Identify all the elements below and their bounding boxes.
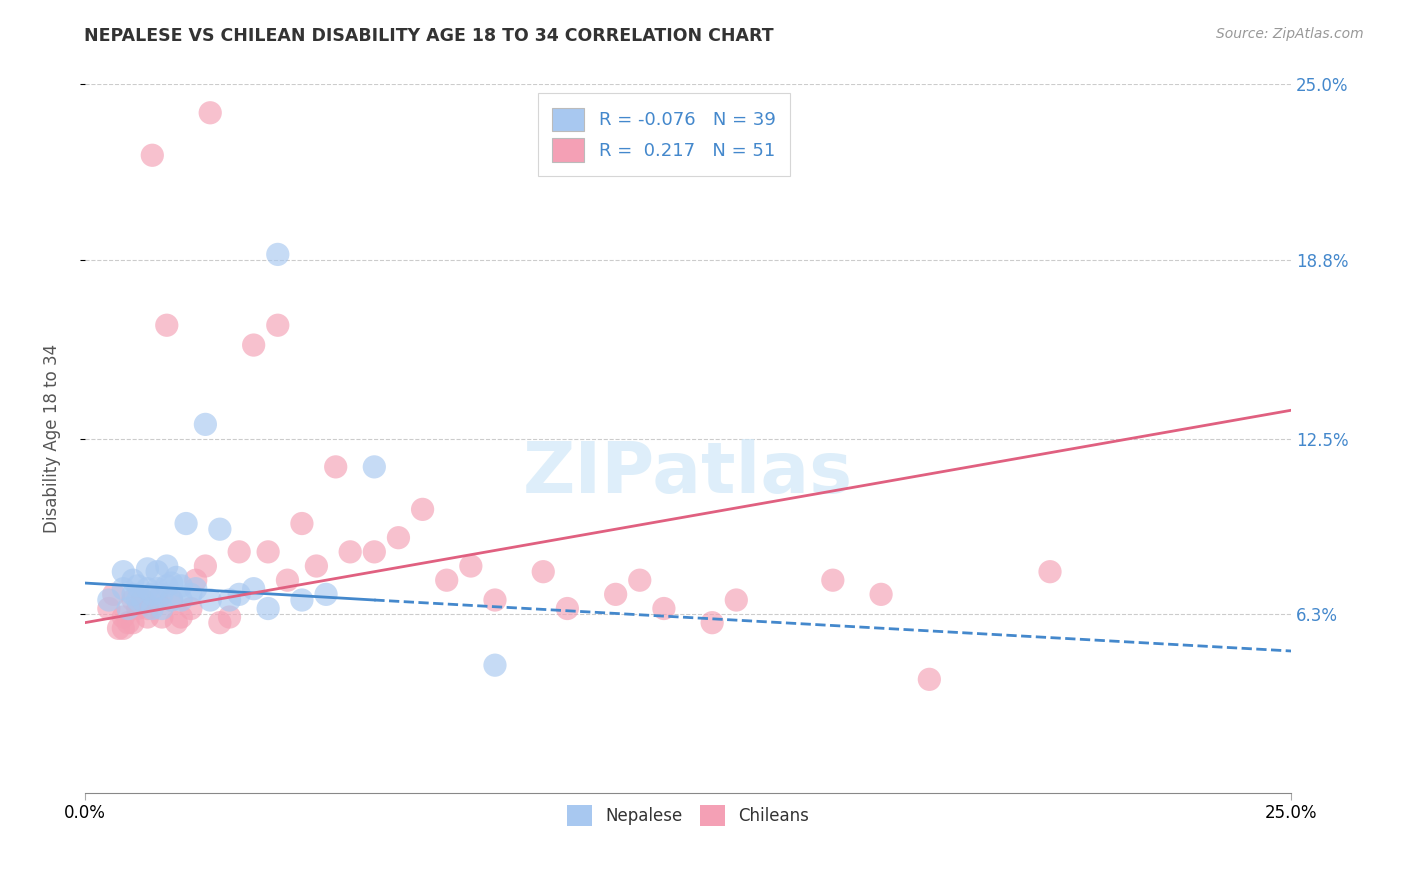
- Point: [460, 559, 482, 574]
- Point: [156, 579, 179, 593]
- Point: [103, 587, 125, 601]
- Point: [194, 559, 217, 574]
- Point: [557, 601, 579, 615]
- Point: [363, 545, 385, 559]
- Point: [117, 615, 139, 630]
- Point: [136, 601, 159, 615]
- Y-axis label: Disability Age 18 to 34: Disability Age 18 to 34: [44, 344, 60, 533]
- Point: [652, 601, 675, 615]
- Point: [122, 587, 145, 601]
- Point: [267, 318, 290, 333]
- Point: [131, 593, 153, 607]
- Point: [141, 587, 163, 601]
- Point: [291, 593, 314, 607]
- Point: [200, 105, 222, 120]
- Point: [174, 516, 197, 531]
- Point: [107, 621, 129, 635]
- Point: [150, 610, 173, 624]
- Point: [112, 621, 135, 635]
- Point: [184, 582, 207, 596]
- Point: [228, 545, 250, 559]
- Point: [117, 601, 139, 615]
- Point: [170, 579, 193, 593]
- Point: [156, 559, 179, 574]
- Point: [112, 582, 135, 596]
- Point: [218, 593, 240, 607]
- Point: [436, 573, 458, 587]
- Point: [146, 593, 169, 607]
- Point: [141, 148, 163, 162]
- Point: [141, 601, 163, 615]
- Point: [242, 582, 264, 596]
- Legend: Nepalese, Chileans: Nepalese, Chileans: [560, 797, 817, 834]
- Point: [339, 545, 361, 559]
- Point: [160, 593, 183, 607]
- Point: [131, 593, 153, 607]
- Point: [412, 502, 434, 516]
- Point: [165, 570, 187, 584]
- Point: [136, 610, 159, 624]
- Point: [146, 582, 169, 596]
- Point: [165, 615, 187, 630]
- Point: [97, 601, 120, 615]
- Point: [276, 573, 298, 587]
- Point: [150, 587, 173, 601]
- Point: [127, 601, 149, 615]
- Point: [160, 576, 183, 591]
- Point: [127, 579, 149, 593]
- Point: [484, 658, 506, 673]
- Point: [218, 610, 240, 624]
- Text: Source: ZipAtlas.com: Source: ZipAtlas.com: [1216, 27, 1364, 41]
- Point: [122, 573, 145, 587]
- Point: [305, 559, 328, 574]
- Point: [257, 601, 280, 615]
- Point: [136, 582, 159, 596]
- Point: [242, 338, 264, 352]
- Point: [194, 417, 217, 432]
- Point: [112, 565, 135, 579]
- Point: [170, 593, 193, 607]
- Point: [146, 565, 169, 579]
- Point: [291, 516, 314, 531]
- Point: [267, 247, 290, 261]
- Point: [605, 587, 627, 601]
- Point: [122, 615, 145, 630]
- Point: [97, 593, 120, 607]
- Point: [208, 522, 231, 536]
- Point: [870, 587, 893, 601]
- Point: [315, 587, 337, 601]
- Point: [136, 562, 159, 576]
- Point: [628, 573, 651, 587]
- Point: [156, 318, 179, 333]
- Point: [160, 593, 183, 607]
- Point: [228, 587, 250, 601]
- Point: [821, 573, 844, 587]
- Text: ZIPatlas: ZIPatlas: [523, 440, 853, 508]
- Point: [180, 587, 202, 601]
- Point: [325, 459, 347, 474]
- Point: [387, 531, 409, 545]
- Point: [180, 601, 202, 615]
- Point: [150, 601, 173, 615]
- Point: [725, 593, 748, 607]
- Point: [127, 593, 149, 607]
- Text: NEPALESE VS CHILEAN DISABILITY AGE 18 TO 34 CORRELATION CHART: NEPALESE VS CHILEAN DISABILITY AGE 18 TO…: [84, 27, 773, 45]
- Point: [1039, 565, 1062, 579]
- Point: [257, 545, 280, 559]
- Point: [112, 610, 135, 624]
- Point: [170, 610, 193, 624]
- Point: [702, 615, 724, 630]
- Point: [484, 593, 506, 607]
- Point: [363, 459, 385, 474]
- Point: [184, 573, 207, 587]
- Point: [122, 593, 145, 607]
- Point: [531, 565, 554, 579]
- Point: [918, 673, 941, 687]
- Point: [208, 615, 231, 630]
- Point: [200, 593, 222, 607]
